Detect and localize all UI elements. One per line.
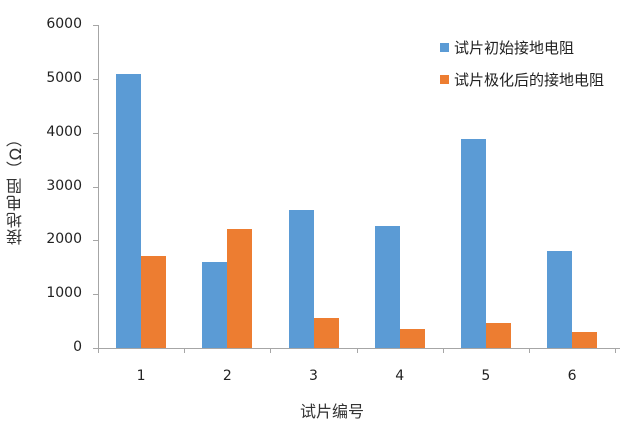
y-tick-mark bbox=[93, 294, 98, 296]
legend-label: 试片初始接地电阻 bbox=[454, 38, 575, 57]
y-tick-mark bbox=[93, 186, 98, 188]
bar-polarized-5 bbox=[485, 323, 511, 348]
legend-swatch-icon bbox=[440, 42, 449, 52]
y-tick-mark bbox=[93, 348, 98, 349]
x-tick-mark bbox=[529, 348, 530, 353]
x-tick-label: 3 bbox=[309, 368, 318, 384]
x-tick-label: 1 bbox=[136, 368, 146, 384]
y-tick-label: 1000 bbox=[46, 285, 82, 302]
x-axis-label: 试片编号 bbox=[300, 402, 365, 421]
bar-polarized-1 bbox=[141, 255, 167, 348]
legend: 试片初始接地电阻 试片极化后的接地电阻 bbox=[440, 36, 604, 100]
y-tick-label: 2000 bbox=[46, 231, 82, 248]
x-tick-label: 5 bbox=[481, 368, 491, 384]
x-axis-line bbox=[98, 348, 620, 349]
y-tick-label: 5000 bbox=[46, 69, 82, 86]
x-tick-mark bbox=[270, 348, 272, 353]
y-tick-mark bbox=[93, 240, 98, 242]
x-tick-label: 2 bbox=[222, 368, 232, 384]
bar-initial-1 bbox=[116, 73, 142, 348]
x-tick-label: 6 bbox=[567, 368, 577, 384]
y-tick-label: 3000 bbox=[46, 177, 82, 194]
y-tick-mark bbox=[93, 78, 98, 80]
x-tick-mark bbox=[442, 348, 444, 353]
x-tick-label: 4 bbox=[395, 368, 405, 384]
y-tick-label: 6000 bbox=[46, 16, 82, 32]
bar-initial-4 bbox=[374, 226, 400, 348]
bar-initial-3 bbox=[288, 210, 314, 348]
y-tick-label: 0 bbox=[73, 339, 82, 355]
legend-item-initial: 试片初始接地电阻 bbox=[440, 36, 604, 58]
legend-swatch-icon bbox=[440, 74, 449, 84]
x-tick-mark bbox=[98, 348, 99, 353]
bar-initial-5 bbox=[460, 138, 486, 348]
y-tick-label: 4000 bbox=[46, 123, 82, 140]
y-axis-line bbox=[98, 25, 99, 349]
y-tick-mark bbox=[93, 132, 98, 134]
bar-polarized-4 bbox=[399, 328, 425, 348]
bar-initial-6 bbox=[547, 251, 573, 348]
bar-polarized-3 bbox=[313, 318, 339, 348]
bar-polarized-6 bbox=[572, 331, 598, 348]
y-tick-mark bbox=[93, 25, 98, 26]
legend-item-polarized: 试片极化后的接地电阻 bbox=[440, 68, 604, 90]
x-tick-mark bbox=[615, 348, 617, 353]
x-tick-mark bbox=[356, 348, 358, 353]
bar-initial-2 bbox=[202, 261, 228, 348]
bar-polarized-2 bbox=[227, 229, 253, 348]
x-tick-mark bbox=[184, 348, 186, 353]
legend-label: 试片极化后的接地电阻 bbox=[454, 70, 605, 89]
